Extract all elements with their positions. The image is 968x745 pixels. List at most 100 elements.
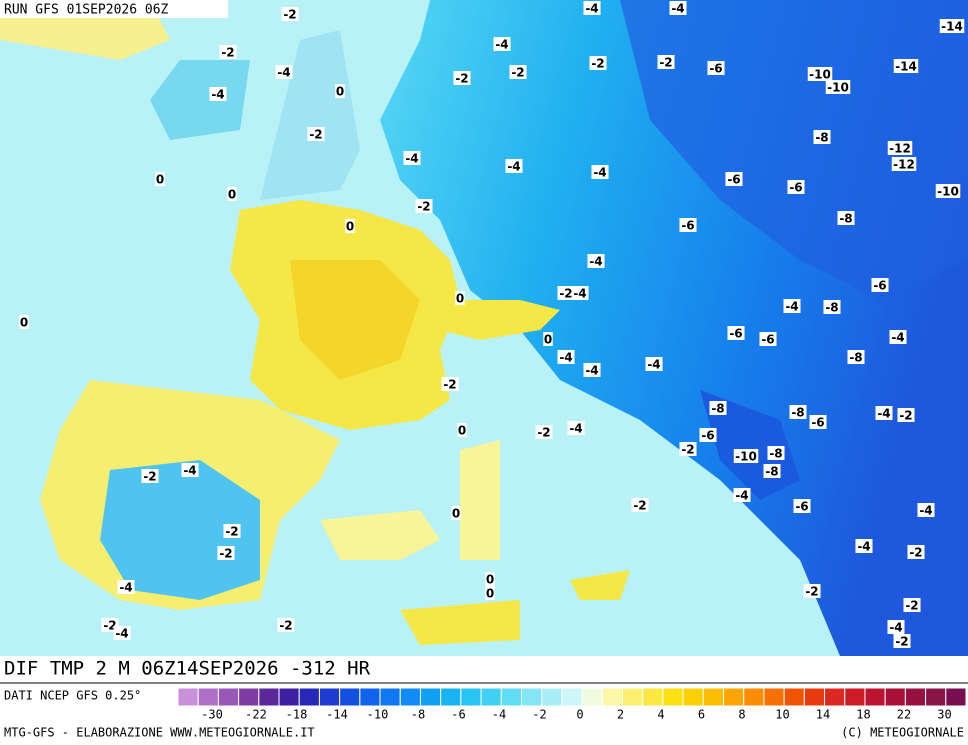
corsica-warm [460,440,500,560]
label-box [847,350,865,364]
label-box [567,421,585,435]
contour-label: -2 [225,525,238,539]
legend-swatch [864,687,886,707]
label-box [557,286,575,300]
legend-swatch [702,687,725,707]
contour-label: -2 [219,547,232,561]
map [0,0,968,656]
legend-tick-label: -2 [532,708,546,722]
contour-label: 0 [228,188,236,202]
legend-swatch [601,687,624,707]
label-box [789,405,807,419]
contour-label: 0 [156,173,164,187]
label-box [855,539,873,553]
contour-label: 0 [20,316,28,330]
label-box [707,61,725,75]
legend-swatch [904,687,927,707]
legend-tick-label: -18 [286,708,308,722]
label-box [679,442,697,456]
legend-swatch [238,687,260,707]
legend-tick-label: 18 [856,708,870,722]
label-box [803,584,821,598]
contour-label: -2 [659,56,672,70]
label-box [587,254,605,268]
contour-label: -6 [727,173,740,187]
label-box [591,165,609,179]
legend-swatch [662,687,684,707]
label-box [583,363,601,377]
legend-swatch [480,687,502,707]
label-box [809,415,827,429]
contour-label: -4 [857,540,870,554]
header-box [0,0,228,18]
label-box [281,7,299,21]
contour-label: -10 [827,81,849,95]
contour-label: -2 [899,409,912,423]
label-box [345,219,355,233]
label-box [485,572,495,586]
legend-tick-label: 10 [775,708,789,722]
iberia-cold [100,460,260,600]
legend-swatch [925,687,947,707]
contour-label: -2 [283,8,296,22]
label-box [939,19,965,33]
contour-label: -4 [891,331,904,345]
legend-swatch [520,687,543,707]
contour-label: -2 [909,546,922,560]
label-box [557,350,575,364]
contour-label: -2 [895,635,908,649]
legend-tick-label: 8 [738,708,745,722]
legend-tick-label: 22 [897,708,911,722]
label-box [733,449,759,463]
legend-swatch [945,687,967,707]
contour-label: -2 [455,72,468,86]
legend-tick-label: -22 [245,708,267,722]
label-box [725,172,743,186]
legend-swatch [844,687,866,707]
legend-tick-label: -8 [411,708,425,722]
color-legend: -30 -22 -18 -14 -10 -8 -6 -4 -2 0 2 4 6 8 10 14 18 22 30 [177,687,967,722]
label-box [887,141,913,155]
contour-label: -8 [839,212,852,226]
legend-tick-label: -10 [367,708,389,722]
legend-swatch [783,687,805,707]
label-box [907,545,925,559]
contour-label: -4 [877,407,890,421]
label-box [403,151,421,165]
contour-label: -6 [701,429,714,443]
legend-swatch [278,687,300,707]
legend-swatch [339,687,361,707]
contour-label: -2 [221,46,234,60]
contour-label: -6 [709,62,722,76]
label-box [871,278,889,292]
contour-label: -14 [941,20,963,34]
contour-label: -2 [805,585,818,599]
legend-swatch [440,687,462,707]
contour-label: -14 [895,60,917,74]
contour-label: -4 [183,464,196,478]
label-box [589,56,607,70]
contour-label: -8 [791,406,804,420]
field-box [0,656,458,683]
contour-label: -2 [559,287,572,301]
contour-label: -2 [591,57,604,71]
legend-swatch [318,687,341,707]
label-box [709,401,727,415]
label-box [217,546,235,560]
colder-region [620,0,968,300]
contour-label: -4 [585,364,598,378]
legend-swatch [884,687,906,707]
label-box [141,469,159,483]
contour-label: -4 [889,621,902,635]
contour-label: -6 [873,279,886,293]
label-box [733,488,751,502]
label-box [891,157,917,171]
label-box [897,408,915,422]
legend-swatch [419,687,442,707]
label-box [441,377,459,391]
label-box [113,626,131,640]
contour-label: -8 [711,402,724,416]
label-box [699,428,717,442]
contour-label: -2 [681,443,694,457]
